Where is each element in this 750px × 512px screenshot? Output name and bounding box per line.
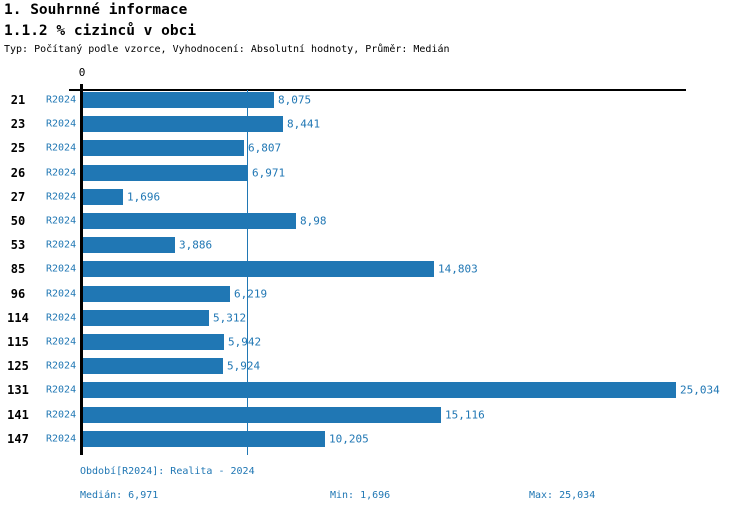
category-label: 115 xyxy=(7,335,29,349)
chart-row: 115 R2024 5,942 xyxy=(0,330,750,354)
x-axis-zero-label: 0 xyxy=(78,66,86,79)
bar-value-label: 5,924 xyxy=(227,359,261,373)
max-stat-label: Max: 25,034 xyxy=(529,490,596,501)
x-axis-line xyxy=(69,89,686,91)
bar-value-label: 1,696 xyxy=(127,190,161,204)
category-label: 96 xyxy=(10,286,26,301)
series-label: R2024 xyxy=(46,167,77,179)
chart-row: 85 R2024 14,803 xyxy=(0,257,750,281)
bar xyxy=(83,358,223,375)
bar-value-label: 3,886 xyxy=(179,238,213,252)
bar-value-label: 25,034 xyxy=(680,383,720,397)
chart-row: 50 R2024 8,98 xyxy=(0,209,750,233)
series-label: R2024 xyxy=(46,239,77,251)
chart-row: 96 R2024 6,219 xyxy=(0,282,750,306)
category-label: 85 xyxy=(10,262,26,277)
chart-row: 27 R2024 1,696 xyxy=(0,185,750,209)
bar-value-label: 8,441 xyxy=(287,117,321,131)
bar xyxy=(83,261,434,278)
period-label: Období[R2024]: Realita - 2024 xyxy=(80,466,255,477)
series-label: R2024 xyxy=(46,263,77,275)
bar-value-label: 6,219 xyxy=(234,287,268,301)
category-label: 131 xyxy=(7,383,29,398)
chart-row: 147 R2024 10,205 xyxy=(0,427,750,451)
series-label: R2024 xyxy=(46,142,77,154)
series-label: R2024 xyxy=(46,384,77,396)
bar xyxy=(83,309,209,326)
chart-row: 125 R2024 5,924 xyxy=(0,354,750,378)
series-label: R2024 xyxy=(46,433,77,445)
chart-row: 141 R2024 15,116 xyxy=(0,403,750,427)
bar-chart: 0 21 R2024 8,075 23 R2024 8,441 25 R2024 6,807 26… xyxy=(0,60,750,460)
chart-row: 114 R2024 5,312 xyxy=(0,306,750,330)
chart-meta-line: Typ: Počítaný podle vzorce, Vyhodnocení:… xyxy=(4,44,450,55)
series-label: R2024 xyxy=(46,191,77,203)
category-label: 147 xyxy=(7,431,29,446)
chart-row: 25 R2024 6,807 xyxy=(0,136,750,160)
category-label: 141 xyxy=(7,407,29,422)
bar xyxy=(83,430,325,447)
bar-value-label: 5,312 xyxy=(213,311,247,325)
series-label: R2024 xyxy=(46,94,77,106)
bar xyxy=(83,406,441,423)
bar xyxy=(83,140,244,157)
chart-row: 26 R2024 6,971 xyxy=(0,161,750,185)
category-label: 125 xyxy=(7,359,29,374)
category-label: 53 xyxy=(10,238,26,253)
category-label: 27 xyxy=(10,189,26,204)
bar xyxy=(83,382,676,399)
bar-value-label: 8,075 xyxy=(278,93,312,107)
series-label: R2024 xyxy=(46,360,77,372)
bar xyxy=(83,213,296,229)
category-label: 21 xyxy=(10,93,26,107)
category-label: 25 xyxy=(10,141,26,156)
series-label: R2024 xyxy=(46,118,77,130)
bar xyxy=(83,285,230,302)
min-stat-label: Min: 1,696 xyxy=(330,490,391,501)
bar-value-label: 15,116 xyxy=(445,408,485,422)
series-label: R2024 xyxy=(46,409,77,421)
category-label: 50 xyxy=(10,214,26,228)
bar xyxy=(83,164,248,181)
category-label: 23 xyxy=(10,117,26,132)
chart-row: 53 R2024 3,886 xyxy=(0,233,750,257)
chart-row: 131 R2024 25,034 xyxy=(0,378,750,402)
category-label: 114 xyxy=(7,310,29,325)
bar-value-label: 6,971 xyxy=(252,166,286,180)
median-stat-label: Medián: 6,971 xyxy=(80,490,159,501)
bar-value-label: 8,98 xyxy=(300,214,327,228)
chart-row: 23 R2024 8,441 xyxy=(0,112,750,136)
y-axis-line xyxy=(80,84,83,455)
bar-value-label: 6,807 xyxy=(248,141,282,155)
bar xyxy=(83,188,123,205)
bar-value-label: 10,205 xyxy=(329,432,369,446)
bar xyxy=(83,92,274,108)
series-label: R2024 xyxy=(46,312,77,324)
series-label: R2024 xyxy=(46,215,77,227)
bar xyxy=(83,116,283,133)
chart-row: 21 R2024 8,075 xyxy=(0,88,750,112)
chart-subtitle: 1.1.2 % cizinců v obci xyxy=(4,23,197,39)
bar xyxy=(83,334,224,350)
bar-value-label: 14,803 xyxy=(438,262,478,276)
series-label: R2024 xyxy=(46,288,77,300)
series-label: R2024 xyxy=(46,336,77,348)
page-title: 1. Souhrnné informace xyxy=(4,2,188,18)
bar xyxy=(83,237,175,254)
bar-value-label: 5,942 xyxy=(228,335,262,349)
category-label: 26 xyxy=(10,165,26,180)
